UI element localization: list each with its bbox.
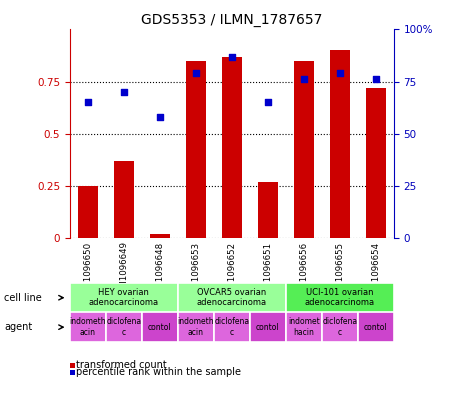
Bar — [250, 312, 286, 342]
Point — [156, 114, 163, 120]
Text: GSM1096651: GSM1096651 — [263, 241, 272, 299]
Point — [84, 99, 91, 105]
Text: diclofena
c: diclofena c — [106, 318, 141, 337]
Bar — [78, 185, 98, 238]
Bar — [70, 312, 106, 342]
Bar — [322, 312, 358, 342]
Bar — [330, 50, 350, 238]
Text: GSM1096653: GSM1096653 — [191, 241, 200, 299]
Text: contol: contol — [364, 323, 387, 332]
Bar — [366, 88, 386, 238]
Bar — [70, 283, 178, 312]
Text: HEY ovarian
adenocarcinoma: HEY ovarian adenocarcinoma — [89, 288, 159, 307]
Bar — [294, 61, 314, 238]
Text: indometh
acin: indometh acin — [69, 318, 106, 337]
Point — [228, 53, 235, 60]
Point — [372, 76, 379, 83]
Text: diclofena
c: diclofena c — [214, 318, 249, 337]
Bar — [150, 233, 170, 238]
Point — [336, 70, 343, 76]
Bar — [186, 61, 206, 238]
Text: GSM1096655: GSM1096655 — [335, 241, 344, 299]
Text: percentile rank within the sample: percentile rank within the sample — [76, 367, 241, 377]
Bar — [178, 283, 286, 312]
Text: agent: agent — [4, 322, 33, 332]
Text: GSM1096649: GSM1096649 — [119, 241, 128, 299]
Text: indometh
acin: indometh acin — [177, 318, 214, 337]
Text: OVCAR5 ovarian
adenocarcinoma: OVCAR5 ovarian adenocarcinoma — [197, 288, 267, 307]
Bar — [142, 312, 178, 342]
Bar — [222, 57, 242, 238]
Text: GSM1096652: GSM1096652 — [227, 241, 236, 299]
Text: GSM1096656: GSM1096656 — [299, 241, 308, 299]
Text: GSM1096654: GSM1096654 — [371, 241, 380, 299]
Text: transformed count: transformed count — [76, 360, 167, 370]
Point — [120, 89, 127, 95]
Text: diclofena
c: diclofena c — [322, 318, 357, 337]
Text: indomet
hacin: indomet hacin — [288, 318, 320, 337]
Text: UCI-101 ovarian
adenocarcinoma: UCI-101 ovarian adenocarcinoma — [305, 288, 375, 307]
Bar — [214, 312, 250, 342]
Text: GSM1096650: GSM1096650 — [83, 241, 92, 299]
Bar — [114, 161, 134, 238]
Bar — [286, 312, 322, 342]
Text: GSM1096648: GSM1096648 — [155, 241, 164, 299]
Text: contol: contol — [148, 323, 171, 332]
Point — [192, 70, 199, 76]
Title: GDS5353 / ILMN_1787657: GDS5353 / ILMN_1787657 — [141, 13, 323, 27]
Bar — [358, 312, 394, 342]
Text: cell line: cell line — [4, 293, 42, 303]
Bar — [258, 182, 278, 238]
Point — [264, 99, 271, 105]
Text: contol: contol — [256, 323, 279, 332]
Point — [300, 76, 307, 83]
Bar — [106, 312, 142, 342]
Bar — [178, 312, 214, 342]
Bar — [286, 283, 394, 312]
